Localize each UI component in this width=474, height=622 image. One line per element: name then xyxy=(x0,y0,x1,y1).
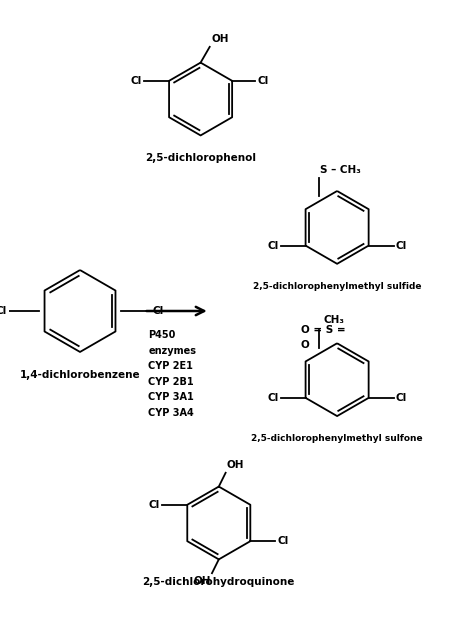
Text: OH: OH xyxy=(193,576,210,586)
Text: CYP 2B1: CYP 2B1 xyxy=(148,377,194,387)
Text: OH: OH xyxy=(227,460,245,470)
Text: Cl: Cl xyxy=(267,393,278,403)
Text: Cl: Cl xyxy=(153,306,164,316)
Text: OH: OH xyxy=(211,34,228,44)
Text: 1,4-dichlorobenzene: 1,4-dichlorobenzene xyxy=(20,370,140,380)
Text: Cl: Cl xyxy=(0,306,7,316)
Text: O = S =: O = S = xyxy=(301,325,346,335)
Text: 2,5-dichlorophenylmethyl sulfone: 2,5-dichlorophenylmethyl sulfone xyxy=(251,434,423,443)
Text: Cl: Cl xyxy=(257,76,268,86)
Text: Cl: Cl xyxy=(278,536,289,546)
Text: Cl: Cl xyxy=(149,499,160,510)
Text: CYP 3A4: CYP 3A4 xyxy=(148,408,194,418)
Text: Cl: Cl xyxy=(396,393,407,403)
Text: 2,5-dichlorophenol: 2,5-dichlorophenol xyxy=(145,154,256,164)
Text: CYP 3A1: CYP 3A1 xyxy=(148,392,194,402)
Text: Cl: Cl xyxy=(396,241,407,251)
Text: 2,5-dichlorophenylmethyl sulfide: 2,5-dichlorophenylmethyl sulfide xyxy=(253,282,421,290)
Text: CYP 2E1: CYP 2E1 xyxy=(148,361,193,371)
Text: Cl: Cl xyxy=(130,76,142,86)
Text: Cl: Cl xyxy=(267,241,278,251)
Text: CH₃: CH₃ xyxy=(323,315,345,325)
Text: P450: P450 xyxy=(148,330,176,340)
Text: S – CH₃: S – CH₃ xyxy=(320,165,361,175)
Text: O: O xyxy=(301,340,310,350)
Text: enzymes: enzymes xyxy=(148,346,196,356)
Text: 2,5-dichlorohydroquinone: 2,5-dichlorohydroquinone xyxy=(143,577,295,587)
